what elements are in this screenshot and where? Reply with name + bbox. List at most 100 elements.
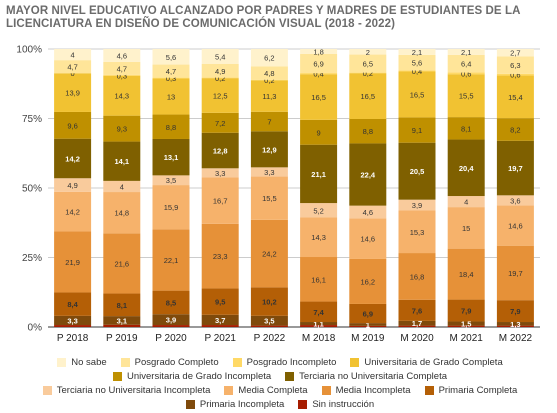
- legend-item[interactable]: Terciaria no Universitaria Incompleta: [42, 385, 210, 396]
- bar-segment: [54, 292, 92, 316]
- legend-swatch: [298, 399, 308, 409]
- data-label: 5,6: [412, 59, 422, 68]
- x-tick-label: P 2021: [204, 333, 236, 344]
- bar-segment: [103, 180, 141, 193]
- bar-segment: [398, 70, 436, 72]
- bar-segment: [349, 218, 387, 259]
- data-label: 7,4: [313, 308, 324, 317]
- bar-segment: [201, 112, 239, 133]
- legend-item[interactable]: Sin instrucción: [298, 399, 374, 410]
- data-label: 14,3: [311, 233, 326, 242]
- data-label: 16,1: [311, 275, 326, 284]
- legend-row: No sabe Posgrado Completo Posgrado Incompl…: [20, 355, 540, 369]
- x-tick-label: M 2018: [302, 333, 336, 344]
- data-label: 0,3: [166, 74, 176, 83]
- bar-segment: [447, 299, 485, 322]
- legend-label: Universitaria de Grado Incompleta: [127, 370, 272, 382]
- bar-segment: [103, 316, 141, 325]
- data-label: 2,7: [510, 49, 520, 58]
- data-label: 5,4: [215, 52, 225, 61]
- legend-swatch: [321, 385, 331, 395]
- data-label: 15,5: [459, 92, 474, 101]
- legend-item[interactable]: Universitaria de Grado Completa: [350, 357, 503, 368]
- legend-item[interactable]: Universitaria de Grado Incompleta: [113, 371, 271, 382]
- legend-item[interactable]: No sabe: [57, 357, 107, 368]
- legend-item[interactable]: Media Incompleta: [321, 385, 411, 396]
- bar-segment: [201, 49, 239, 64]
- bar-segment: [103, 141, 141, 181]
- legend-item[interactable]: Posgrado Completo: [120, 357, 219, 368]
- chart-title: MAYOR NIVEL EDUCATIVO ALCANZADO POR PADR…: [6, 5, 521, 30]
- bar-segment: [250, 325, 288, 327]
- data-label: 0,2: [264, 76, 274, 85]
- bar-segment: [349, 323, 387, 326]
- bar-segment: [398, 54, 436, 71]
- bar-segment: [103, 233, 141, 294]
- data-label: 6,9: [313, 60, 323, 69]
- legend-label: Primaria Completa: [438, 384, 518, 396]
- bar-segment: [300, 322, 338, 326]
- bar-segment: [447, 49, 485, 55]
- bar-segment: [300, 203, 338, 218]
- data-label: 15,5: [262, 194, 277, 203]
- bar-segment: [496, 56, 534, 74]
- data-label: 9: [317, 128, 321, 137]
- data-label: 3,3: [67, 316, 77, 325]
- bar-segment: [152, 138, 190, 176]
- bar-segment: [496, 75, 534, 119]
- legend-item[interactable]: Posgrado Incompleto: [232, 356, 337, 368]
- data-label: 1: [366, 321, 370, 330]
- data-label: 5,6: [166, 53, 176, 62]
- bar-segment: [54, 325, 92, 327]
- legend-swatch: [57, 357, 67, 367]
- bar-segment: [103, 49, 141, 62]
- bar-segment: [398, 325, 436, 327]
- bar-segment: [103, 115, 141, 142]
- bar-segment: [447, 196, 485, 208]
- legend-item[interactable]: Media Completa: [224, 384, 308, 396]
- bar-segment: [398, 210, 436, 254]
- bar-segment: [152, 290, 190, 315]
- data-label: 13,9: [65, 89, 80, 98]
- legend-item[interactable]: Primaria Incompleta: [185, 399, 284, 410]
- bar-segment: [152, 325, 190, 327]
- legend-item[interactable]: Terciaria no Universitaria Completa: [285, 371, 447, 382]
- data-label: 4,8: [264, 69, 274, 78]
- bar-segment: [398, 299, 436, 321]
- bar-segment: [250, 79, 288, 81]
- bar-segment: [250, 49, 288, 67]
- bar-segment: [250, 315, 288, 326]
- bar-segment: [496, 245, 534, 301]
- data-label: 9,5: [215, 298, 225, 307]
- legend-label: Posgrado Incompleto: [246, 356, 337, 368]
- bar-segment: [349, 118, 387, 144]
- data-label: 9,3: [117, 125, 127, 134]
- data-label: 11,3: [262, 92, 276, 101]
- data-label: 0: [71, 69, 75, 78]
- data-label: 8,4: [67, 300, 78, 309]
- legend-item[interactable]: Primaria Completa: [424, 384, 518, 396]
- legend-label: Sin instrucción: [312, 398, 375, 410]
- bar-segment: [54, 315, 92, 326]
- bar-segment: [201, 63, 239, 78]
- x-tick-label: M 2022: [499, 333, 533, 344]
- data-label: 14,6: [360, 235, 375, 244]
- data-label: 7,2: [215, 119, 225, 128]
- bar-segment: [54, 178, 92, 192]
- data-label: 6,2: [264, 54, 274, 63]
- data-label: 19,7: [508, 269, 523, 278]
- bar-segment: [54, 60, 92, 74]
- data-label: 3,5: [264, 317, 274, 326]
- bar-segment: [496, 300, 534, 323]
- data-label: 20,4: [459, 164, 474, 173]
- legend-label: Media Completa: [238, 384, 308, 396]
- data-label: 0,4: [412, 67, 422, 76]
- bar-segment: [447, 321, 485, 326]
- data-label: 3,7: [215, 316, 225, 325]
- data-label: 1,3: [510, 320, 520, 329]
- y-tick-label: 25%: [22, 253, 42, 264]
- bar-segment: [54, 138, 92, 179]
- data-label: 3,3: [264, 168, 274, 177]
- bar-segment: [250, 80, 288, 112]
- bar-segment: [496, 322, 534, 326]
